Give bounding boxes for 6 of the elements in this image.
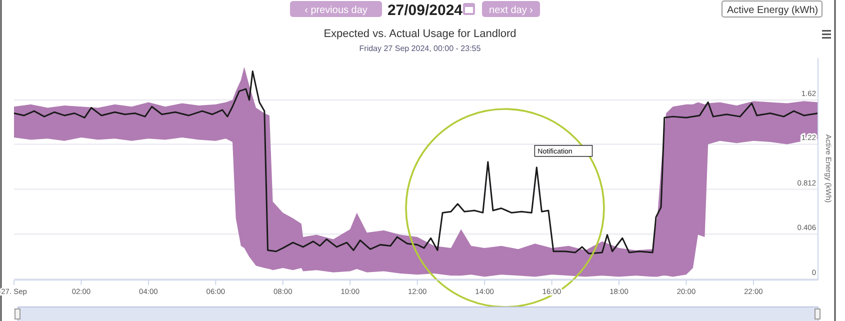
text: Active Energy (kWh) [727, 5, 818, 16]
text: next day › [489, 5, 533, 16]
chart-subtitle: Friday 27 Sep 2024, 00:00 - 23:55 [359, 44, 482, 53]
chart-title: Expected vs. Actual Usage for Landlord [324, 28, 516, 40]
text: ‹ previous day [304, 5, 368, 16]
text: 27/09/2024 [387, 2, 464, 19]
